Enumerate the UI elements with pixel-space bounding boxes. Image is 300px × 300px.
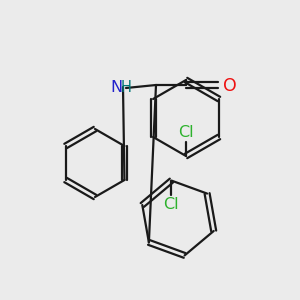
Text: Cl: Cl — [164, 196, 179, 211]
Text: O: O — [223, 77, 237, 95]
Text: N: N — [111, 80, 123, 94]
Text: H: H — [121, 80, 132, 94]
Text: Cl: Cl — [178, 125, 194, 140]
